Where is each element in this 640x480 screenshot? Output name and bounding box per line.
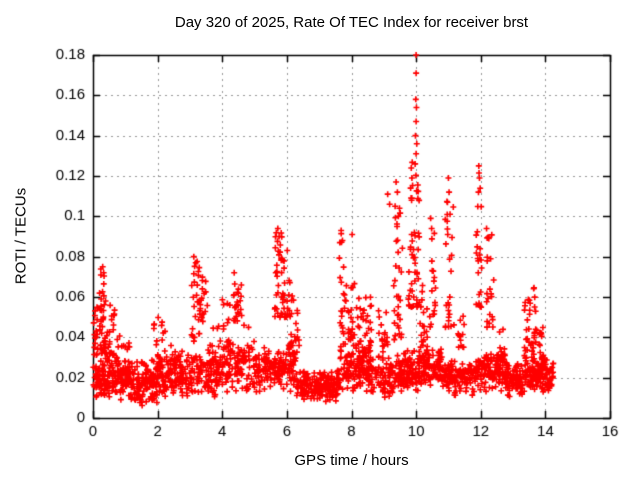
chart-title: Day 320 of 2025, Rate Of TEC Index for r…: [174, 14, 529, 31]
y-axis-label: ROTI / TECUs: [12, 187, 30, 285]
x-axis-label: GPS time / hours: [294, 452, 409, 469]
